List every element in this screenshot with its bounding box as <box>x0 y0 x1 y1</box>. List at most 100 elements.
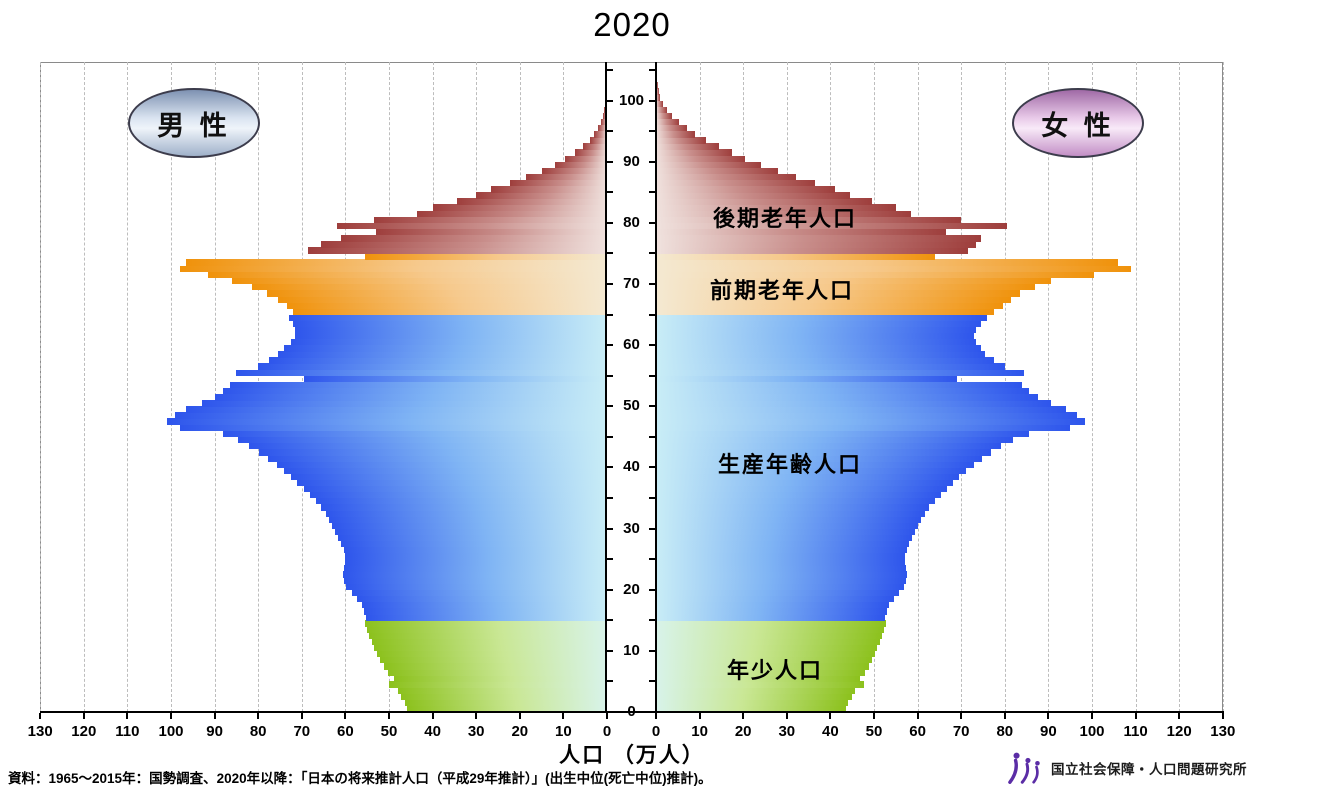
age-tick <box>607 68 613 71</box>
x-axis-tick <box>213 713 216 719</box>
age-axis-label: 0 <box>627 703 636 720</box>
x-axis-tick-label: 120 <box>71 723 97 740</box>
age-tick <box>607 496 613 499</box>
pyramid-bar-male <box>309 491 607 499</box>
pyramid-bar-female <box>656 131 696 138</box>
pyramid-bar-female <box>656 357 994 364</box>
pyramid-bar-male <box>295 332 607 340</box>
x-axis-tick <box>431 713 434 719</box>
x-axis-tick-label: 70 <box>293 723 311 740</box>
pyramid-bar-female <box>656 345 981 352</box>
region-label-late-elderly: 後期老年人口 <box>713 206 858 231</box>
pyramid-bar-female <box>656 656 872 664</box>
age-tick <box>649 558 655 561</box>
pyramid-bar-female <box>656 326 977 334</box>
pyramid-bar-female <box>656 571 908 578</box>
pyramid-bar-male <box>276 461 607 468</box>
pyramid-bar-male <box>223 430 607 438</box>
age-tick <box>649 680 655 683</box>
age-tick <box>607 588 613 591</box>
pyramid-bar-male <box>401 693 607 701</box>
x-axis-tick-label: 90 <box>1040 723 1057 740</box>
pyramid-bar-female <box>656 461 974 468</box>
pyramid-bar-male <box>293 308 607 315</box>
pyramid-bar-male <box>345 553 607 560</box>
pyramid-bar-female <box>656 375 957 383</box>
pyramid-bar-female <box>656 290 1021 297</box>
pyramid-bar-male <box>389 681 607 688</box>
age-tick <box>649 588 655 591</box>
pyramid-bar-male <box>509 179 607 187</box>
pyramid-bar-male <box>284 345 607 352</box>
region-label-young: 年少人口 <box>727 658 824 683</box>
pyramid-bar-female <box>656 491 941 499</box>
pyramid-bar-male <box>344 577 607 584</box>
x-axis-tick <box>606 713 608 719</box>
pyramid-bar-female <box>656 253 936 260</box>
female-legend-badge: 女 性 <box>1012 88 1144 158</box>
male-legend-label: 男 性 <box>157 110 231 141</box>
pyramid-bar-female <box>656 88 659 95</box>
pyramid-bar-female <box>656 540 910 548</box>
age-tick <box>607 221 613 224</box>
pyramid-bar-female <box>656 412 1077 419</box>
gridline <box>127 62 129 712</box>
age-tick <box>649 252 655 255</box>
age-tick <box>649 221 655 224</box>
gridline <box>1179 62 1181 712</box>
female-bars-panel <box>656 62 1223 713</box>
pyramid-bar-female <box>656 192 851 199</box>
male-legend-badge: 男 性 <box>128 88 260 158</box>
pyramid-bar-male <box>179 265 607 273</box>
pyramid-bar-male <box>341 540 607 548</box>
x-axis-tick-label: 90 <box>206 723 223 740</box>
pyramid-bar-female <box>656 277 1051 285</box>
age-tick <box>607 374 613 377</box>
pyramid-bar-female <box>656 632 883 639</box>
x-axis-tick <box>475 713 478 719</box>
pyramid-bar-female <box>656 235 981 242</box>
x-axis-tick <box>39 713 42 719</box>
pyramid-bar-female <box>656 210 912 218</box>
x-axis-baseline <box>40 711 1224 713</box>
x-axis-tick-label: 10 <box>555 723 572 740</box>
x-axis-tick-label: 100 <box>158 723 184 740</box>
pyramid-bar-female <box>656 449 992 456</box>
x-axis-tick <box>300 713 303 719</box>
x-axis-tick <box>257 713 260 719</box>
pyramid-bar-male <box>321 241 607 248</box>
pyramid-bar-female <box>656 118 679 126</box>
x-axis-tick-label: 60 <box>909 723 926 740</box>
age-axis-label: 70 <box>623 274 640 292</box>
pyramid-bar-female <box>656 516 922 523</box>
pyramid-bar-female <box>656 663 869 670</box>
pyramid-bar-female <box>656 608 888 615</box>
age-axis-label: 50 <box>623 397 640 415</box>
pyramid-bar-male <box>365 253 607 260</box>
pyramid-bar-female <box>656 222 1007 230</box>
age-tick <box>649 313 655 316</box>
age-axis-label: 40 <box>623 458 640 476</box>
x-axis-tick-label: 20 <box>511 723 529 740</box>
pyramid-bar-male <box>277 351 607 358</box>
pyramid-bar-female <box>656 247 968 254</box>
age-tick <box>607 435 613 438</box>
pyramid-bar-female <box>656 179 816 187</box>
pyramid-bar-female <box>656 106 667 114</box>
pyramid-bar-female <box>656 565 907 572</box>
pyramid-bar-female <box>656 259 1119 266</box>
pyramid-bar-female <box>656 473 960 480</box>
pyramid-bar-female <box>656 302 1003 309</box>
x-axis-tick-label: 30 <box>467 723 485 740</box>
pyramid-bar-female <box>656 504 929 511</box>
age-axis-label: 30 <box>623 519 640 537</box>
pyramid-bar-female <box>656 675 860 682</box>
pyramid-bar-male <box>388 669 607 676</box>
age-tick <box>649 191 655 194</box>
pyramid-bar-female <box>656 228 946 236</box>
pyramid-bar-female <box>656 100 663 107</box>
pyramid-bar-male <box>373 216 607 224</box>
age-tick <box>607 405 613 408</box>
pyramid-bar-female <box>656 394 1038 401</box>
pyramid-bar-female <box>656 534 913 542</box>
